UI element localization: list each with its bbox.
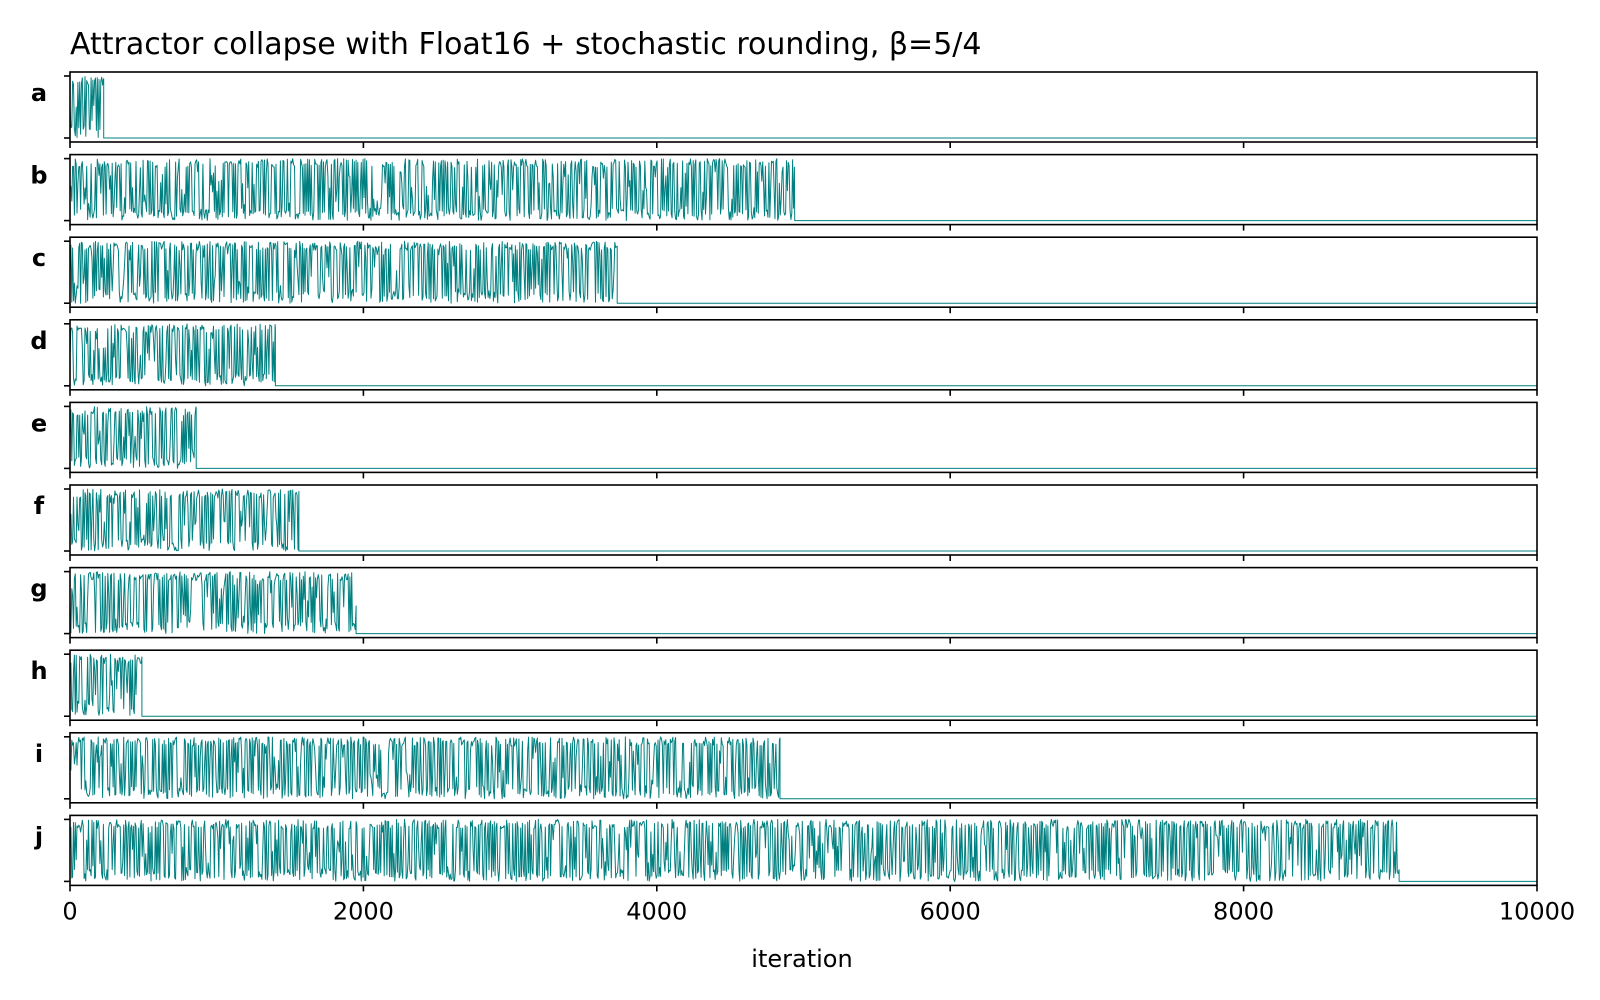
panel-frame-c — [69, 236, 1538, 308]
panel-frame-d — [69, 318, 1538, 391]
panel-f: f — [34, 484, 1538, 561]
panel-label-d: d — [30, 327, 47, 355]
x-tick-label-6000: 6000 — [920, 897, 981, 925]
panel-label-c: c — [32, 244, 46, 272]
panel-frame-j — [69, 814, 1538, 887]
series-line-a — [69, 76, 1537, 139]
series-line-c — [69, 240, 1537, 304]
panel-label-f: f — [34, 492, 45, 520]
panel-frame-f — [69, 484, 1538, 556]
x-tick-label-4000: 4000 — [626, 897, 687, 925]
series-line-h — [69, 653, 1537, 717]
panel-a: a — [31, 71, 1538, 148]
panel-frame-b — [69, 153, 1538, 226]
panel-label-g: g — [30, 575, 47, 603]
panel-label-b: b — [30, 162, 47, 190]
x-tick-label-2000: 2000 — [333, 897, 394, 925]
panel-d: d — [30, 318, 1538, 396]
series-line-b — [69, 158, 1537, 222]
panel-j: j — [34, 814, 1538, 892]
series-line-j — [69, 818, 1537, 882]
series-line-i — [69, 736, 1537, 800]
panel-frame-a — [69, 71, 1538, 143]
panel-frame-g — [69, 566, 1538, 639]
panel-label-i: i — [35, 740, 43, 768]
panel-h: h — [30, 649, 1538, 727]
x-axis-label: iteration — [751, 945, 852, 973]
x-tick-label-10000: 10000 — [1499, 897, 1575, 925]
series-line-g — [69, 571, 1537, 635]
panel-frame-h — [69, 649, 1538, 722]
panel-label-e: e — [31, 409, 47, 437]
panel-e: e — [31, 401, 1538, 479]
x-tick-label-0: 0 — [62, 897, 77, 925]
panel-label-j: j — [34, 822, 43, 850]
panel-label-h: h — [30, 657, 47, 685]
panel-g: g — [30, 566, 1538, 644]
panel-c: c — [32, 236, 1538, 314]
panel-frame-e — [69, 401, 1538, 474]
x-axis: 0 2000 4000 6000 8000 10000 — [62, 897, 1575, 925]
series-line-e — [69, 406, 1537, 469]
panel-label-a: a — [31, 79, 47, 107]
series-line-d — [69, 323, 1537, 387]
panels: a b c d e f g h i j — [30, 71, 1538, 892]
x-tick-label-8000: 8000 — [1213, 897, 1274, 925]
series-line-f — [69, 488, 1537, 552]
panel-frame-i — [69, 731, 1538, 804]
chart-title: Attractor collapse with Float16 + stocha… — [70, 27, 981, 62]
panel-b: b — [30, 153, 1538, 231]
panel-i: i — [35, 731, 1538, 809]
